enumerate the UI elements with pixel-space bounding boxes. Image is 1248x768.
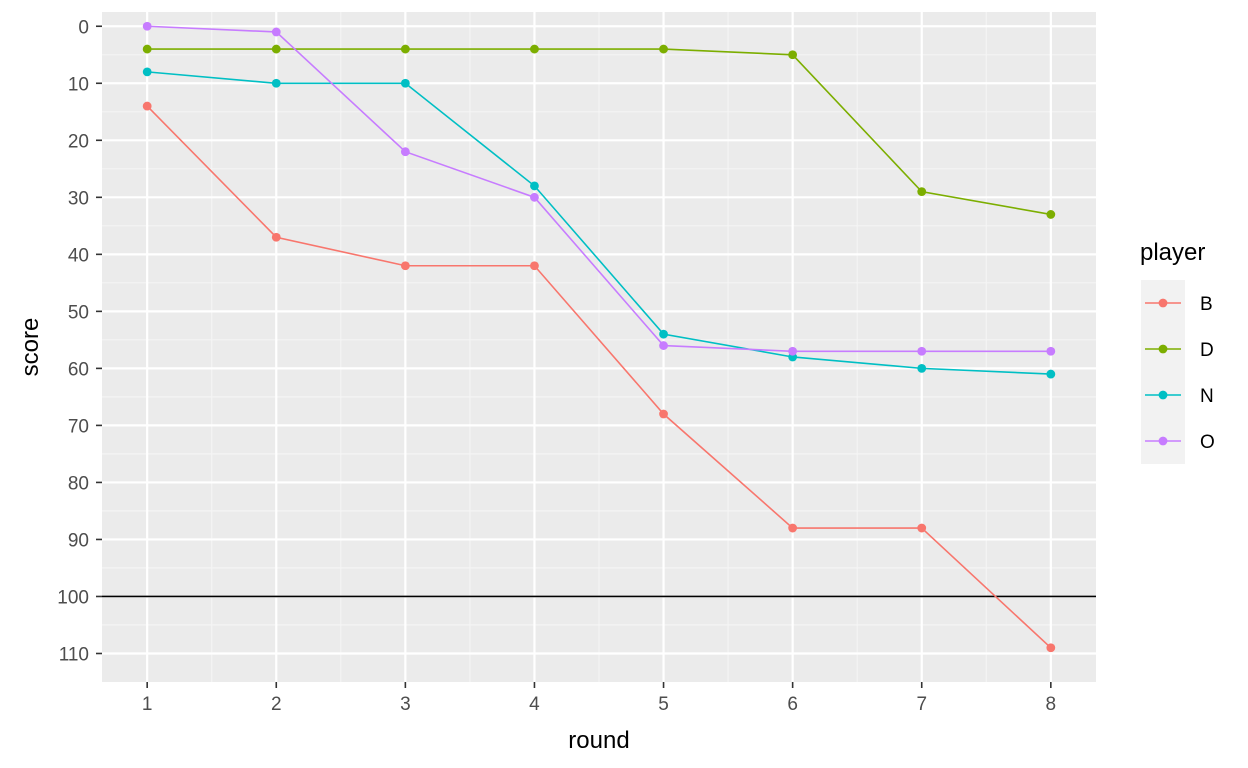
data-point-D — [917, 187, 927, 197]
data-point-O — [271, 27, 281, 37]
legend-item-D: D — [1141, 326, 1214, 372]
legend-label: O — [1200, 432, 1215, 453]
data-point-O — [400, 147, 410, 157]
y-tick-label: 80 — [68, 473, 89, 494]
y-tick-label: 40 — [68, 245, 89, 266]
series-layer — [142, 21, 1056, 653]
data-point-B — [271, 232, 281, 242]
x-tick-label: 6 — [787, 694, 798, 715]
x-axis: 1 2 3 4 5 6 7 8 — [142, 682, 1056, 715]
data-point-D — [530, 44, 539, 54]
x-tick-label: 2 — [271, 694, 282, 715]
data-point-O — [530, 192, 539, 202]
legend-label: B — [1200, 294, 1213, 315]
y-axis: 0 10 20 30 40 50 60 70 80 90 100 110 — [57, 17, 102, 665]
x-tick-label: 1 — [142, 694, 153, 715]
legend-key-point — [1158, 298, 1168, 308]
series-D — [142, 44, 1056, 219]
legend-item-O: O — [1141, 418, 1215, 464]
legend-key-point — [1158, 390, 1168, 400]
x-tick-label: 5 — [658, 694, 669, 715]
data-point-N — [917, 363, 927, 373]
y-tick-label: 60 — [68, 359, 89, 380]
legend-key-point — [1158, 436, 1168, 446]
y-tick-label: 100 — [57, 587, 89, 608]
data-point-D — [788, 50, 798, 60]
y-tick-label: 110 — [59, 644, 89, 665]
y-tick-label: 10 — [68, 74, 89, 95]
data-point-B — [788, 523, 798, 533]
data-point-O — [1046, 346, 1056, 356]
data-point-O — [659, 341, 668, 350]
series-line-N — [147, 71, 1051, 375]
legend: player B D N O — [1140, 239, 1215, 464]
data-point-N — [1046, 369, 1056, 379]
data-point-O — [142, 21, 152, 31]
series-line-O — [147, 25, 1051, 353]
legend-label: D — [1200, 340, 1214, 361]
series-line-B — [146, 105, 1052, 649]
data-point-O — [917, 346, 927, 356]
legend-item-N: N — [1141, 372, 1214, 418]
data-point-D — [271, 44, 281, 54]
x-tick-label: 7 — [916, 694, 927, 715]
y-tick-label: 50 — [68, 302, 89, 323]
y-tick-label: 30 — [68, 188, 89, 209]
y-tick-label: 70 — [68, 416, 89, 437]
data-point-N — [271, 78, 281, 88]
data-point-D — [142, 44, 152, 54]
x-tick-label: 4 — [529, 694, 540, 715]
data-point-B — [1046, 643, 1056, 653]
data-point-B — [659, 409, 668, 419]
data-point-N — [530, 181, 539, 191]
x-tick-label: 3 — [400, 694, 411, 715]
legend-key-point — [1158, 344, 1168, 354]
x-tick-label: 8 — [1046, 694, 1057, 715]
y-tick-label: 0 — [78, 17, 89, 38]
legend-title: player — [1140, 239, 1205, 266]
x-axis-title: round — [568, 727, 629, 754]
data-point-N — [142, 67, 152, 77]
data-point-D — [659, 44, 668, 54]
y-tick-label: 20 — [68, 131, 89, 152]
legend-label: N — [1200, 386, 1214, 407]
legend-item-B: B — [1141, 280, 1213, 326]
data-point-B — [530, 261, 539, 271]
series-line-D — [147, 48, 1051, 216]
data-point-O — [788, 346, 798, 356]
series-O — [142, 21, 1056, 356]
data-point-N — [659, 329, 668, 339]
data-point-D — [400, 44, 410, 54]
data-point-B — [400, 261, 410, 271]
data-point-B — [917, 523, 927, 533]
series-B — [142, 101, 1056, 653]
data-point-N — [400, 78, 410, 88]
data-point-B — [142, 101, 152, 111]
y-axis-title: score — [17, 318, 44, 377]
y-tick-label: 90 — [68, 530, 89, 551]
data-point-D — [1046, 210, 1056, 219]
